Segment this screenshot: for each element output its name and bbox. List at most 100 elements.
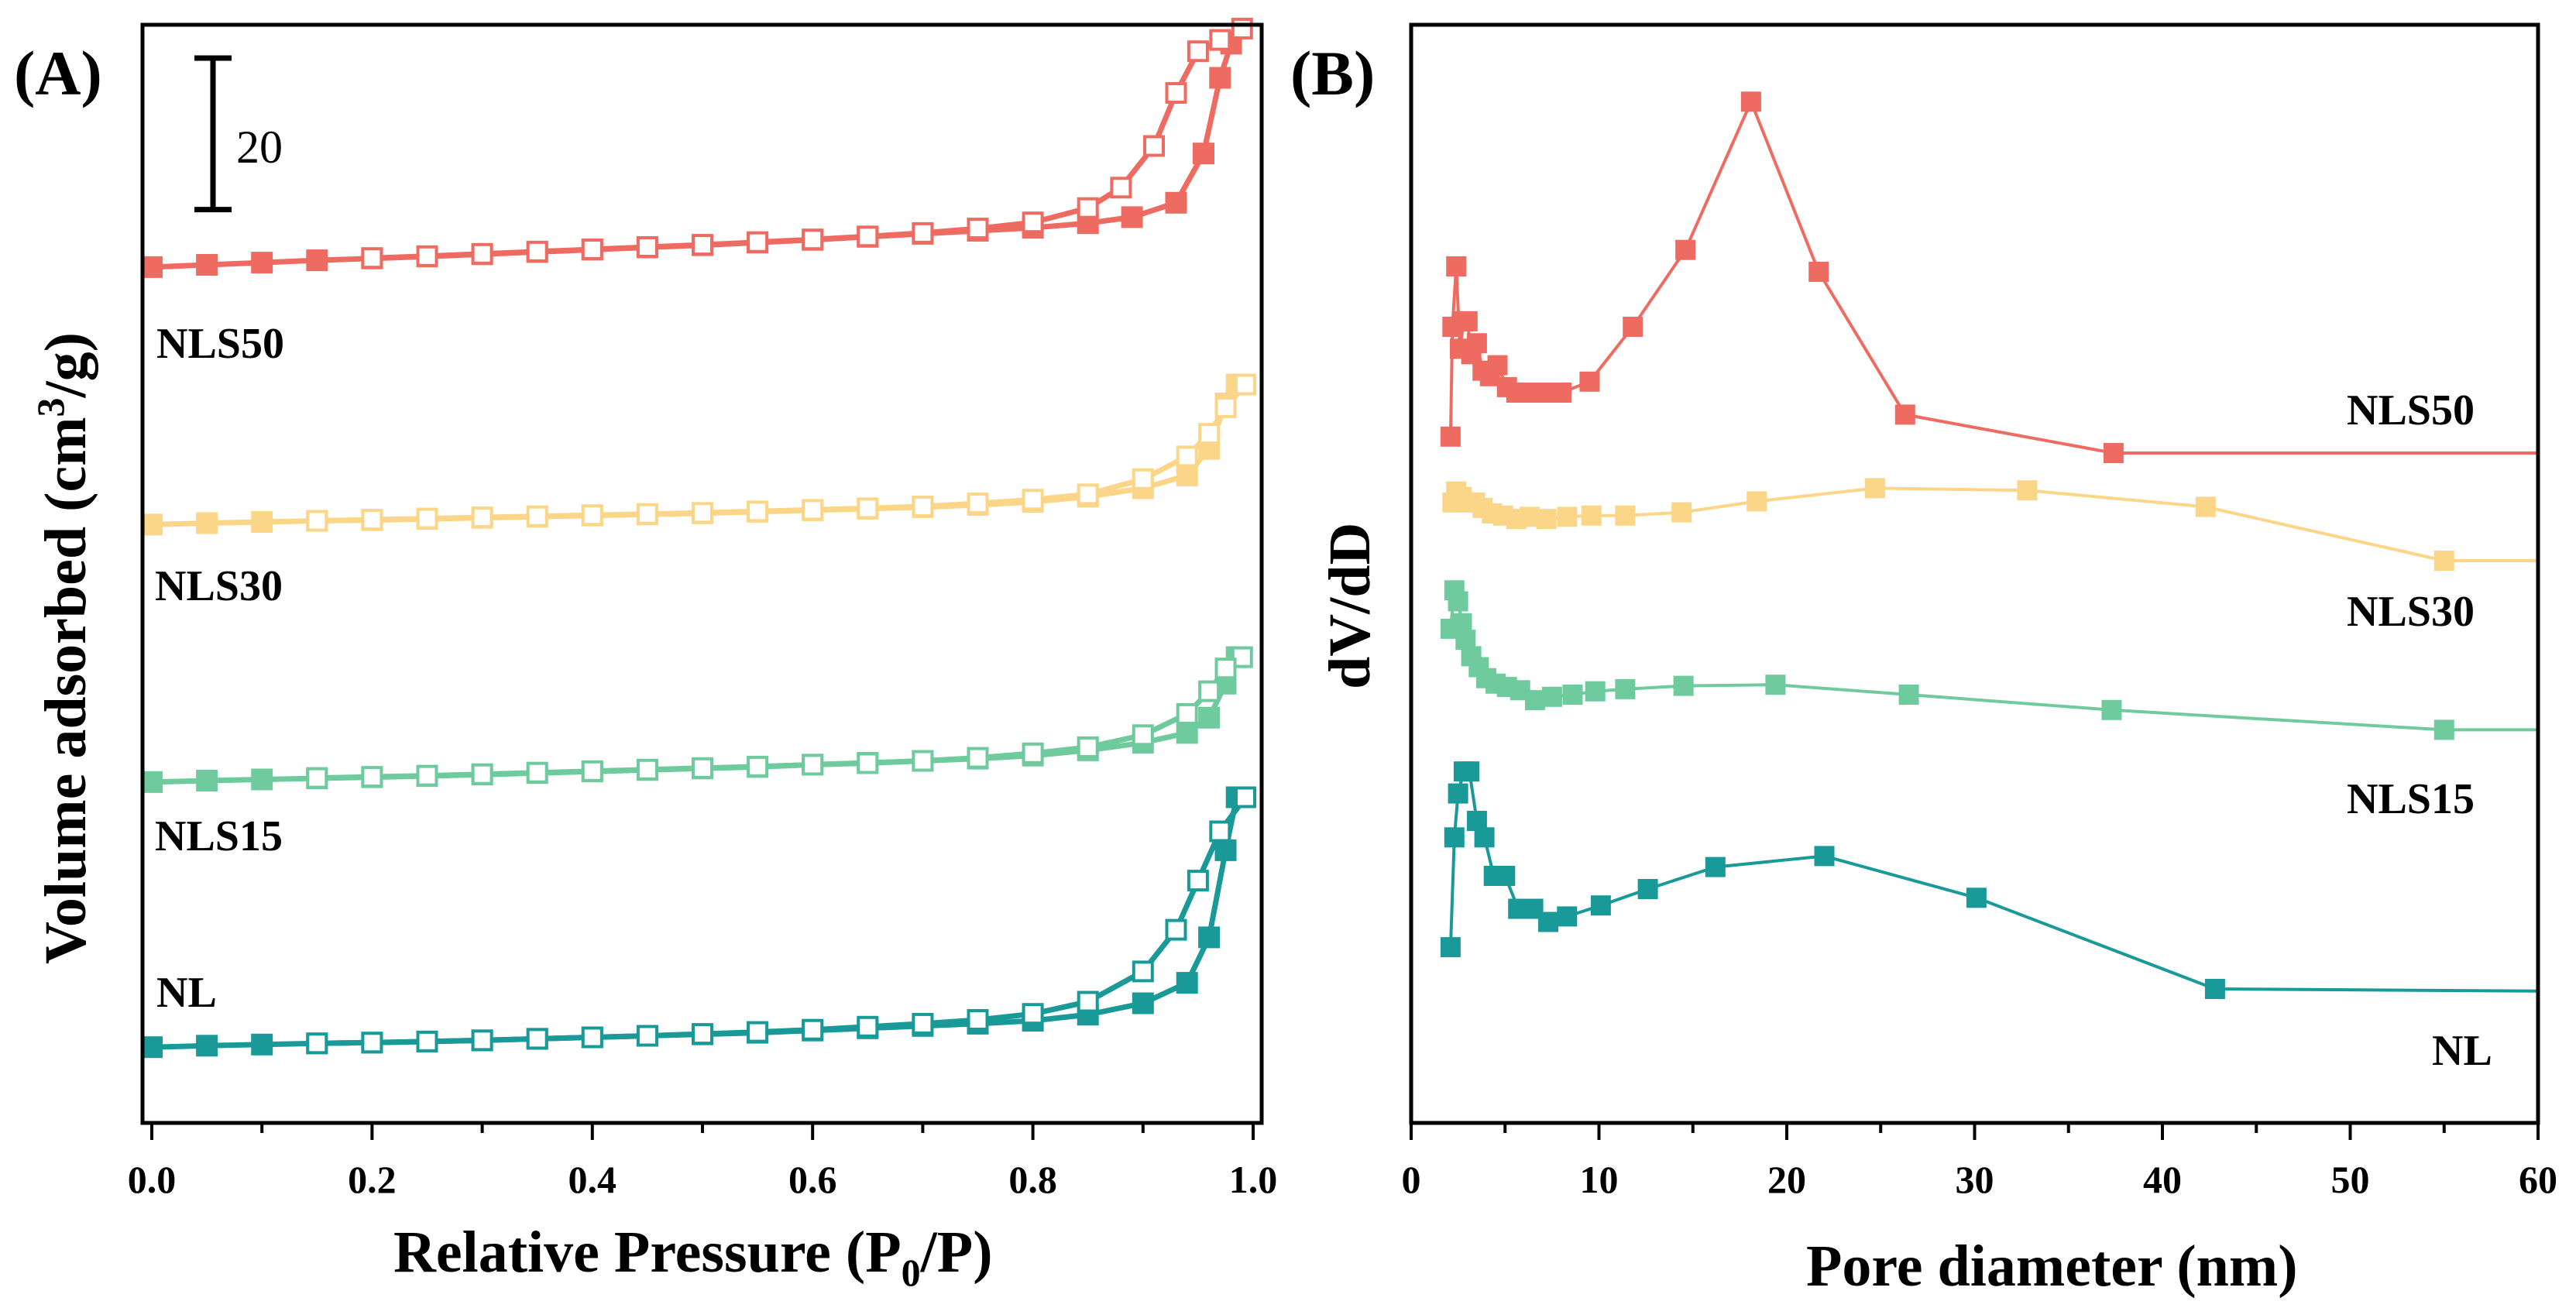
- psd-nls15-point: [2433, 719, 2454, 740]
- nls50-desorption-point: [361, 247, 383, 269]
- nl-desorption-point: [361, 1032, 383, 1054]
- psd-nl-point: [1538, 911, 1558, 932]
- psd-nl-point: [1459, 761, 1480, 782]
- nls50-desorption-point: [747, 231, 769, 253]
- nl-desorption-point: [967, 1009, 989, 1031]
- psd-nls50-point: [1466, 333, 1487, 354]
- psd-nls50-point: [1675, 239, 1696, 260]
- nls30-desorption-point: [361, 509, 383, 531]
- nl-desorption-point: [636, 1025, 658, 1047]
- panel-b-y-axis-label: dV/dD: [1317, 523, 1382, 689]
- psd-nls15-point: [1585, 681, 1606, 702]
- nl-desorption-point: [1077, 990, 1099, 1013]
- psd-nls15-point: [1525, 690, 1545, 711]
- nls15-desorption-point: [526, 761, 548, 784]
- nls50-desorption-point: [912, 221, 934, 244]
- psd-nls50-point: [1440, 426, 1461, 447]
- series-label-nls50: NLS50: [156, 320, 284, 368]
- psd-nls15-point: [1562, 685, 1583, 705]
- psd-nls30-point: [1865, 478, 1885, 499]
- psd-nls30-point: [1581, 505, 1602, 526]
- psd-nls30-point: [1671, 502, 1692, 523]
- nls30-desorption-point: [471, 506, 493, 529]
- nl-desorption-point: [802, 1018, 824, 1041]
- psd-nl-point: [2204, 979, 2225, 999]
- psd-nls30-point: [1557, 506, 1578, 527]
- psd-nls15-point: [1898, 685, 1919, 705]
- psd-series-nls50: [1440, 91, 2538, 463]
- nls50-adsorption-line: [151, 43, 1234, 270]
- psd-nls30-point: [1747, 491, 1767, 512]
- panel-a: (A) 20 0.0 0.2 0.4 0.6 0.8 1.0 NLS50 NLS30 NL…: [14, 17, 1277, 1294]
- nl-desorption-point: [857, 1015, 879, 1038]
- nl-adsorption-line: [151, 796, 1240, 1050]
- psd-nls15-point: [1615, 678, 1636, 699]
- nl-desorption-point: [692, 1023, 713, 1045]
- panel-b: (B) 0 10 20 30 40 50 60 NLS50 NLS30 NLS15 NL d…: [1290, 22, 2557, 1299]
- psd-nls30-point: [1536, 509, 1557, 530]
- series-label-nl: NL: [2432, 1027, 2492, 1075]
- x-tick-label: 0.4: [568, 1158, 617, 1201]
- nls50-adsorption-point: [1165, 191, 1187, 214]
- nl-desorption-point: [1235, 786, 1256, 808]
- psd-nls50-point: [1579, 371, 1600, 392]
- psd-nls30-point: [2195, 496, 2216, 517]
- nls30-desorption-point: [581, 504, 603, 527]
- nl-adsorption-point: [1132, 992, 1154, 1014]
- series-label-nls30: NLS30: [2347, 588, 2475, 636]
- psd-nl-point: [1474, 827, 1495, 848]
- y-label-end: /g): [33, 332, 98, 398]
- nls30-adsorption-point: [251, 511, 273, 533]
- psd-nl-point: [1495, 866, 1516, 886]
- nl-desorption-point: [581, 1026, 603, 1049]
- scale-bar: 20: [194, 55, 283, 213]
- psd-nls15-point: [1765, 675, 1786, 695]
- x-tick-label: 10: [1580, 1158, 1619, 1201]
- psd-nls30-point: [1615, 505, 1636, 526]
- x-label-end: /P): [920, 1220, 993, 1285]
- panel-b-x-ticks: 0 10 20 30 40 50 60: [1402, 1123, 2557, 1201]
- nls30-desorption-point: [1077, 483, 1099, 506]
- nl-adsorption-point: [1176, 972, 1198, 994]
- panel-a-y-axis-label: Volume adsorbed (cm3/g): [29, 332, 98, 964]
- nls15-adsorption-point: [1176, 722, 1198, 744]
- nls30-desorption-point: [306, 510, 328, 532]
- nls50-adsorption-point: [306, 249, 328, 272]
- nls15-desorption-point: [306, 767, 328, 789]
- nls30-desorption-point: [1235, 373, 1256, 396]
- nl-desorption-point: [306, 1032, 328, 1055]
- nls15-desorption-point: [1176, 702, 1198, 725]
- nls30-desorption-point: [802, 499, 824, 521]
- psd-nls50-point: [1551, 383, 1571, 403]
- psd-nl-point: [1557, 906, 1578, 927]
- nl-desorption-point: [416, 1030, 438, 1052]
- psd-nls50-point: [1623, 317, 1643, 337]
- psd-nl-point: [1448, 783, 1468, 804]
- series-nls30: [141, 373, 1256, 536]
- nls15-desorption-point: [1077, 736, 1099, 758]
- psd-nls50-point: [2103, 443, 2124, 463]
- nl-desorption-point: [1209, 820, 1231, 843]
- nls50-adsorption-point: [1209, 67, 1231, 89]
- psd-nls15-point: [1673, 675, 1694, 696]
- psd-nls50-point: [1457, 311, 1478, 331]
- panel-b-frame: [1409, 22, 2540, 1125]
- nls15-desorption-point: [692, 757, 713, 779]
- nls15-desorption-point: [471, 763, 493, 785]
- psd-nls50-point: [1894, 404, 1915, 425]
- nl-desorption-point: [1165, 918, 1187, 941]
- psd-nls50-point: [1487, 355, 1508, 376]
- nl-adsorption-point: [251, 1033, 273, 1056]
- nls30-desorption-point: [1022, 489, 1044, 511]
- nls15-desorption-point: [857, 752, 879, 774]
- nls50-desorption-point: [1022, 211, 1044, 234]
- nls30-desorption-point: [857, 497, 879, 520]
- nls50-desorption-point: [1231, 17, 1253, 39]
- nl-desorption-point: [1022, 1003, 1044, 1025]
- nls50-adsorption-point: [1121, 206, 1143, 228]
- nl-adsorption-point: [141, 1036, 163, 1059]
- nls50-desorption-point: [967, 218, 989, 240]
- nls30-adsorption-point: [1176, 464, 1198, 486]
- nl-desorption-line: [317, 795, 1248, 1046]
- nls50-desorption-point: [1110, 177, 1132, 199]
